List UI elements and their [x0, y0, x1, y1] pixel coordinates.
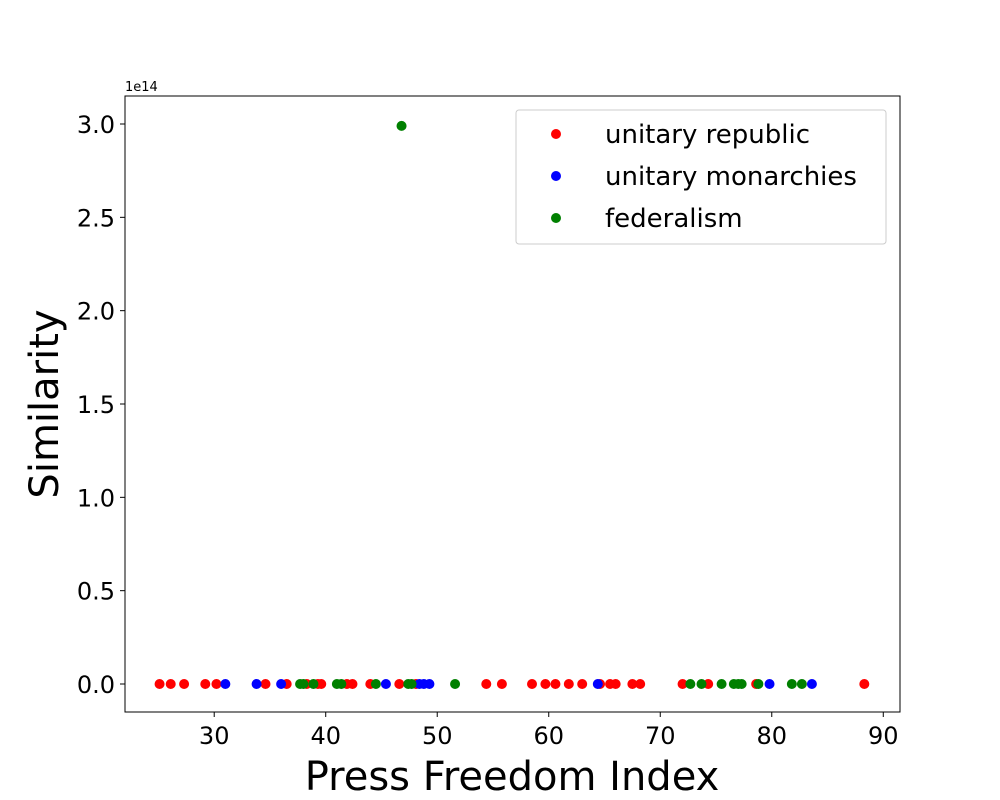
data-point [154, 679, 165, 689]
data-point [450, 679, 461, 689]
data-point [406, 679, 417, 689]
data-point [563, 679, 574, 689]
data-point [165, 679, 176, 689]
legend-marker [551, 213, 561, 223]
data-point [527, 679, 538, 689]
x-tick-label: 50 [422, 722, 453, 750]
y-tick-label: 2.0 [77, 298, 115, 326]
data-point [577, 679, 588, 689]
data-point [220, 679, 231, 689]
x-tick-label: 60 [533, 722, 564, 750]
legend-box [515, 109, 887, 245]
data-point [424, 679, 435, 689]
x-tick-label: 40 [310, 722, 341, 750]
data-point [394, 679, 405, 689]
y-tick-label: 1.0 [77, 484, 115, 512]
data-point [298, 679, 309, 689]
x-tick-label: 70 [645, 722, 676, 750]
data-point [696, 679, 707, 689]
data-point [550, 679, 561, 689]
data-point [347, 679, 358, 689]
x-tick-label: 30 [199, 722, 230, 750]
legend-label: federalism [605, 204, 743, 234]
y-tick-label: 0.0 [77, 671, 115, 699]
data-point [592, 679, 603, 689]
data-point [308, 679, 319, 689]
data-points [154, 120, 870, 689]
data-point [677, 679, 688, 689]
data-point [496, 679, 507, 689]
x-axis-ticks: 30 40 50 60 70 80 90 [199, 712, 899, 750]
data-point [859, 679, 870, 689]
legend-label: unitary monarchies [605, 162, 857, 192]
data-point [380, 679, 391, 689]
y-tick-label: 1.5 [77, 391, 115, 419]
legend-marker [551, 171, 561, 181]
data-point [316, 679, 327, 689]
data-point [540, 679, 551, 689]
data-point [635, 679, 646, 689]
data-point [764, 679, 775, 689]
data-point [211, 679, 222, 689]
y-tick-label: 2.5 [77, 204, 115, 232]
y-axis-offset-label: 1e14 [125, 80, 158, 95]
y-axis-ticks: 0.0 0.5 1.0 1.5 2.0 2.5 3.0 [77, 111, 125, 699]
x-tick-label: 90 [868, 722, 899, 750]
data-point [179, 679, 190, 689]
legend: unitary republic unitary monarchies federa… [515, 109, 887, 245]
data-point [736, 679, 747, 689]
data-point [370, 679, 381, 689]
y-tick-label: 0.5 [77, 578, 115, 606]
data-point [806, 679, 817, 689]
y-axis-label: Similarity [22, 309, 68, 498]
data-point [276, 679, 287, 689]
data-point [200, 679, 211, 689]
x-axis-label: Press Freedom Index [305, 754, 720, 800]
data-point [251, 679, 262, 689]
data-point [753, 679, 764, 689]
legend-label: unitary republic [605, 120, 810, 150]
data-point [260, 679, 271, 689]
data-point [627, 679, 638, 689]
data-point [481, 679, 492, 689]
data-point [716, 679, 727, 689]
data-point [336, 679, 347, 689]
data-point [396, 120, 407, 131]
data-point [610, 679, 621, 689]
x-tick-label: 80 [756, 722, 787, 750]
data-point [685, 679, 696, 689]
data-point [796, 679, 807, 689]
legend-marker [551, 129, 561, 139]
y-tick-label: 3.0 [77, 111, 115, 139]
data-point [786, 679, 797, 689]
